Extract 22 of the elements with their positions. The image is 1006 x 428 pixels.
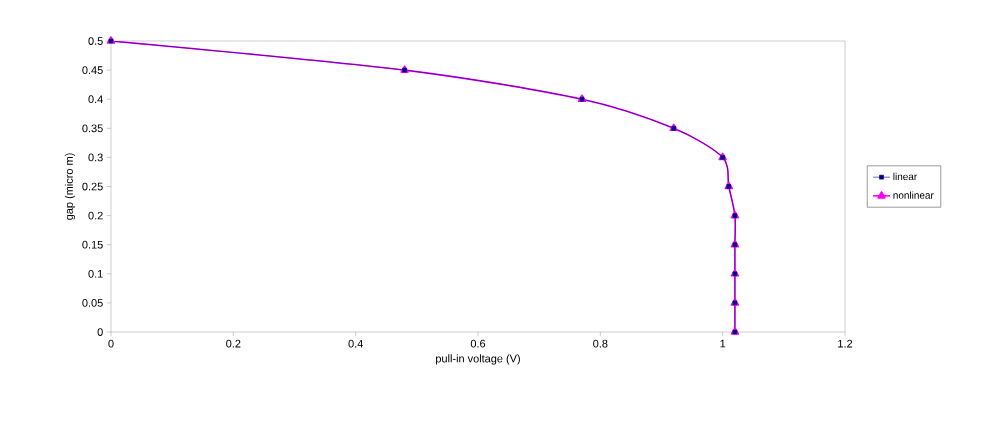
x-tick-label: 0.4 (348, 339, 363, 348)
x-axis-title: pull-in voltage (V) (436, 354, 520, 365)
y-tick-label: 0 (97, 328, 103, 336)
y-tick-label: 0.4 (88, 95, 103, 104)
y-tick-label: 0.25 (82, 182, 103, 191)
y-tick-label: 0.5 (88, 37, 103, 45)
legend-label: nonlinear (893, 191, 934, 199)
y-axis-title: gap (micro m) (64, 153, 76, 220)
y-tick-label: 0.2 (88, 211, 103, 220)
x-tick-label: 0 (108, 339, 114, 348)
y-tick-label: 0.1 (88, 269, 103, 278)
y-tick-label: 0.05 (82, 299, 103, 307)
y-tick-label: 0.3 (88, 153, 103, 162)
x-tick-label: 1.2 (838, 339, 853, 348)
legend-label: linear (893, 172, 918, 181)
x-tick-label: 0.6 (470, 339, 486, 348)
y-tick-label: 0.45 (82, 66, 103, 74)
x-tick-label: 0.2 (226, 339, 241, 348)
x-tick-label: 0.8 (593, 339, 608, 348)
y-tick-label: 0.15 (82, 240, 103, 249)
x-tick-label: 1 (720, 339, 726, 348)
y-tick-label: 0.35 (82, 124, 103, 133)
